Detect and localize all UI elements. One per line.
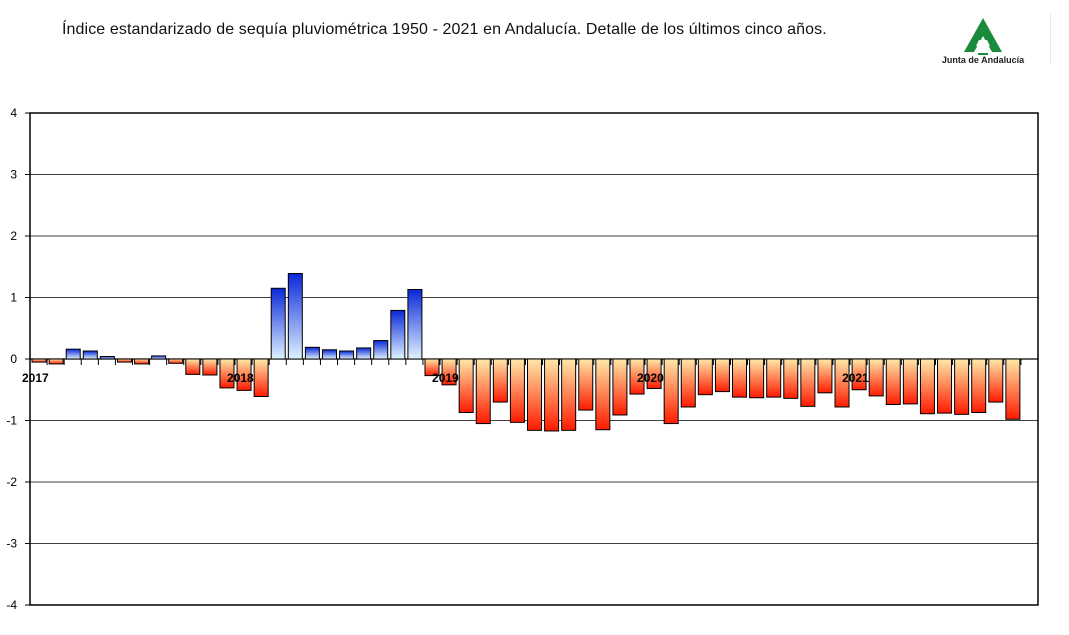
bar-month-44 <box>783 358 799 399</box>
bar-month-11 <box>219 358 235 389</box>
bar-month-46 <box>817 358 833 394</box>
header-divider <box>1050 14 1051 64</box>
bar-month-32 <box>578 358 594 411</box>
bar-month-17 <box>321 349 337 360</box>
y-tick-label: -2 <box>6 475 17 489</box>
y-tick-label: -4 <box>6 598 17 612</box>
bar-month-37 <box>663 358 679 425</box>
bar-month-20 <box>373 340 389 360</box>
y-tick-label: -1 <box>6 414 17 428</box>
bar-month-54 <box>954 358 970 415</box>
bar-month-9 <box>185 358 201 375</box>
bar-month-7 <box>151 355 167 360</box>
y-tick-label: 1 <box>10 291 17 305</box>
bar-month-47 <box>834 358 850 408</box>
bar-month-27 <box>492 358 508 403</box>
bar-month-21 <box>390 309 406 360</box>
bar-month-48 <box>851 358 867 391</box>
bar-month-22 <box>407 289 423 360</box>
bar-month-30 <box>544 358 560 432</box>
chart-title: Índice estandarizado de sequía pluviomét… <box>62 21 827 38</box>
bar-month-42 <box>749 358 765 399</box>
y-tick-label: -3 <box>6 537 17 551</box>
bar-month-29 <box>527 358 543 431</box>
bar-month-41 <box>732 358 748 398</box>
bar-month-12 <box>236 358 252 391</box>
bar-month-57 <box>1005 358 1021 420</box>
bar-month-43 <box>766 358 782 398</box>
junta-de-andalucia-emblem-icon <box>964 18 1002 55</box>
y-tick-label: 3 <box>10 168 17 182</box>
bar-month-19 <box>356 347 372 360</box>
bar-month-0 <box>31 358 47 363</box>
bar-month-4 <box>99 356 115 360</box>
bar-month-6 <box>134 358 150 365</box>
bar-month-39 <box>697 358 713 396</box>
bar-month-25 <box>458 358 474 413</box>
x-tick-label-2019: 2019 <box>432 371 459 385</box>
bar-month-33 <box>595 358 611 431</box>
y-tick-label: 0 <box>10 352 17 366</box>
bar-month-16 <box>304 346 320 360</box>
bar-month-28 <box>509 358 525 423</box>
bar-month-23 <box>424 358 440 377</box>
bar-month-56 <box>988 358 1004 403</box>
bar-month-36 <box>646 358 662 390</box>
bar-month-26 <box>475 358 491 425</box>
bar-month-51 <box>902 358 918 405</box>
x-tick-label-2020: 2020 <box>637 371 664 385</box>
bar-month-31 <box>561 358 577 431</box>
x-tick-label-2018: 2018 <box>227 371 254 385</box>
junta-de-andalucia-logo: Junta de Andalucía <box>936 16 1030 70</box>
bar-month-35 <box>629 358 645 395</box>
bar-month-15 <box>287 273 303 360</box>
bar-month-24 <box>441 358 457 386</box>
bar-month-52 <box>919 358 935 415</box>
bar-month-18 <box>339 350 355 360</box>
axes <box>25 112 1039 606</box>
bar-month-38 <box>680 358 696 408</box>
y-tick-labels: 4 3 2 1 0 -1 -2 -3 -4 <box>6 106 17 612</box>
x-tick-label-2017: 2017 <box>22 371 49 385</box>
logo-text: Junta de Andalucía <box>941 55 1025 65</box>
bar-month-5 <box>116 358 132 363</box>
bar-month-2 <box>65 348 81 360</box>
bar-month-34 <box>612 358 628 416</box>
y-tick-label: 4 <box>10 106 17 120</box>
bar-month-13 <box>253 358 269 398</box>
bar-month-40 <box>714 358 730 393</box>
bar-month-14 <box>270 287 286 360</box>
bar-month-49 <box>868 358 884 397</box>
bar-month-50 <box>885 358 901 406</box>
bar-month-8 <box>168 358 184 364</box>
bar-month-3 <box>82 350 98 360</box>
bar-month-1 <box>48 358 64 365</box>
bar-month-45 <box>800 358 816 407</box>
x-tick-label-2021: 2021 <box>842 371 869 385</box>
bar-month-55 <box>971 358 987 413</box>
bar-month-10 <box>202 358 218 376</box>
bar-month-53 <box>937 358 953 414</box>
x-tick-labels: 2017 2018 2019 2020 2021 <box>22 371 869 385</box>
bars <box>31 273 1021 432</box>
y-tick-label: 2 <box>10 229 17 243</box>
